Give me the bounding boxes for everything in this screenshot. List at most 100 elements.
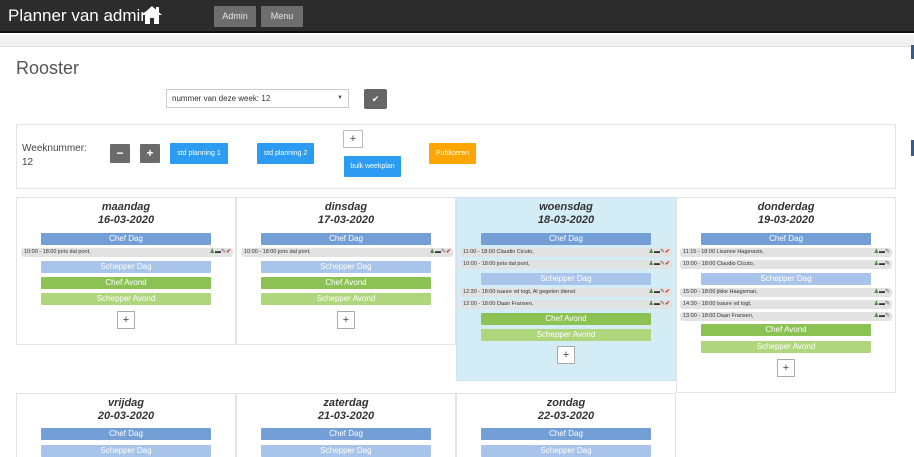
schepper-dag-bar[interactable]: Schepper Dag <box>701 273 871 285</box>
shift-entry[interactable]: 10:00 - 18:00 Claudio Cicuto, ♟▬✎ <box>680 260 892 269</box>
bulk-add-button[interactable]: + <box>343 130 363 148</box>
shift-entry[interactable]: 11:15 - 18:00 Lisanne Hagerasts, ♟▬✎ <box>680 248 892 257</box>
remove-icon[interactable]: ▬ <box>653 289 660 295</box>
week-label: Weeknummer: 12 <box>22 142 87 170</box>
week-minus-button[interactable]: − <box>110 144 130 163</box>
checkmark-icon[interactable]: ✔ <box>664 261 670 267</box>
user-icon[interactable]: ♟ <box>429 249 435 255</box>
remove-icon[interactable]: ▬ <box>653 261 660 267</box>
user-icon[interactable]: ♟ <box>873 301 879 307</box>
edit-icon[interactable]: ✎ <box>884 261 890 267</box>
brand-title[interactable]: Planner van admin <box>8 6 150 25</box>
remove-icon[interactable]: ▬ <box>878 261 885 267</box>
schepper-avond-bar[interactable]: Schepper Avond <box>261 293 431 305</box>
edit-icon[interactable]: ✎ <box>659 249 665 255</box>
user-icon[interactable]: ♟ <box>648 301 654 307</box>
edit-icon[interactable]: ✎ <box>659 301 665 307</box>
user-icon[interactable]: ♟ <box>209 249 215 255</box>
edit-icon[interactable]: ✎ <box>884 289 890 295</box>
schepper-avond-bar[interactable]: Schepper Avond <box>481 329 651 341</box>
std-planning-2-button[interactable]: std planning 2 <box>257 143 314 164</box>
chef-dag-bar[interactable]: Chef Dag <box>481 233 651 245</box>
shift-text: 12:30 - 18:00 isaure vd togt, Al gegeten… <box>463 289 576 295</box>
edit-icon[interactable]: ✎ <box>884 249 890 255</box>
user-icon[interactable]: ♟ <box>648 261 654 267</box>
add-shift-button[interactable]: + <box>777 359 795 377</box>
edit-icon[interactable]: ✎ <box>440 249 446 255</box>
checkmark-icon[interactable]: ✔ <box>225 249 231 255</box>
user-icon[interactable]: ♟ <box>873 313 879 319</box>
confirm-week-button[interactable]: ✔ <box>364 89 387 109</box>
user-icon[interactable]: ♟ <box>873 289 879 295</box>
add-shift-button[interactable]: + <box>117 311 135 329</box>
remove-icon[interactable]: ▬ <box>878 313 885 319</box>
schepper-dag-bar[interactable]: Schepper Dag <box>481 445 651 457</box>
publish-button[interactable]: Publiceren <box>429 143 476 164</box>
schepper-avond-bar[interactable]: Schepper Avond <box>41 293 211 305</box>
edit-icon[interactable]: ✎ <box>659 261 665 267</box>
remove-icon[interactable]: ▬ <box>653 301 660 307</box>
remove-icon[interactable]: ▬ <box>878 301 885 307</box>
schepper-dag-bar[interactable]: Schepper Dag <box>41 445 211 457</box>
remove-icon[interactable]: ▬ <box>434 249 441 255</box>
remove-icon[interactable]: ▬ <box>878 249 885 255</box>
shift-entry[interactable]: 15:00 - 18:00 jikke Haagsman, ♟▬✎ <box>680 288 892 297</box>
home-icon[interactable] <box>141 5 163 25</box>
add-shift-button[interactable]: + <box>557 346 575 364</box>
add-shift-button[interactable]: + <box>337 311 355 329</box>
shift-entry[interactable]: 12:30 - 18:00 isaure vd togt, Al gegeten… <box>460 288 672 297</box>
schepper-dag-bar[interactable]: Schepper Dag <box>481 273 651 285</box>
user-icon[interactable]: ♟ <box>648 289 654 295</box>
shift-text: 14:30 - 18:00 isaure vd togt, <box>683 301 752 307</box>
chef-avond-bar[interactable]: Chef Avond <box>41 277 211 289</box>
shift-text: 11:15 - 18:00 Lisanne Hagerasts, <box>683 249 764 255</box>
edit-icon[interactable]: ✎ <box>884 301 890 307</box>
day-card-donderdag: donderdag 19-03-2020 Chef Dag 11:15 - 18… <box>676 197 896 393</box>
user-icon[interactable]: ♟ <box>648 249 654 255</box>
shift-entry[interactable]: 11:00 - 18:00 Claudio Cicuto, ♟▬✎✔ <box>460 248 672 257</box>
checkmark-icon[interactable]: ✔ <box>445 249 451 255</box>
chef-dag-bar[interactable]: Chef Dag <box>261 428 431 440</box>
edit-icon[interactable]: ✎ <box>884 313 890 319</box>
schepper-avond-bar[interactable]: Schepper Avond <box>701 341 871 353</box>
chef-avond-bar[interactable]: Chef Avond <box>481 313 651 325</box>
bulk-weekplan-button[interactable]: bulk weekplan <box>344 156 401 177</box>
remove-icon[interactable]: ▬ <box>878 289 885 295</box>
std-planning-1-button[interactable]: std planning 1 <box>170 143 228 164</box>
chef-dag-bar[interactable]: Chef Dag <box>701 233 871 245</box>
edit-icon[interactable]: ✎ <box>220 249 226 255</box>
shift-entry[interactable]: 10:00 - 18:00 joris dal pont, ♟▬✎✔ <box>460 260 672 269</box>
remove-icon[interactable]: ▬ <box>214 249 221 255</box>
user-icon[interactable]: ♟ <box>873 249 879 255</box>
checkmark-icon[interactable]: ✔ <box>664 301 670 307</box>
week-plus-button[interactable]: + <box>140 144 160 163</box>
user-icon[interactable]: ♟ <box>873 261 879 267</box>
shift-entry[interactable]: 14:30 - 18:00 isaure vd togt, ♟▬✎ <box>680 300 892 309</box>
chef-avond-bar[interactable]: Chef Avond <box>261 277 431 289</box>
remove-icon[interactable]: ▬ <box>653 249 660 255</box>
day-name: woensdag <box>539 201 593 213</box>
chef-dag-bar[interactable]: Chef Dag <box>41 428 211 440</box>
checkmark-icon[interactable]: ✔ <box>664 289 670 295</box>
day-date: 21-03-2020 <box>317 410 375 422</box>
shift-entry[interactable]: 10:00 - 18:00 joris dal pont, ♟▬✎✔ <box>241 248 453 257</box>
edit-icon[interactable]: ✎ <box>659 289 665 295</box>
schepper-dag-bar[interactable]: Schepper Dag <box>261 261 431 273</box>
week-control-panel: Weeknummer: 12 − + std planning 1 std pl… <box>16 124 896 189</box>
checkmark-icon[interactable]: ✔ <box>664 249 670 255</box>
chef-avond-bar[interactable]: Chef Avond <box>701 324 871 336</box>
shift-entry[interactable]: 13:00 - 18:00 Daan Fransen, ♟▬✎ <box>680 312 892 321</box>
chef-dag-bar[interactable]: Chef Dag <box>41 233 211 245</box>
week-select[interactable]: nummer van deze week: 12 ▼ <box>166 89 349 108</box>
chef-dag-bar[interactable]: Chef Dag <box>261 233 431 245</box>
day-card-vrijdag: vrijdag 20-03-2020 Chef Dag Schepper Dag <box>16 393 236 457</box>
shift-entry[interactable]: 12:00 - 18:00 Daan Fransen, ♟▬✎✔ <box>460 300 672 309</box>
nav-admin-button[interactable]: Admin <box>214 6 256 27</box>
chef-dag-bar[interactable]: Chef Dag <box>481 428 651 440</box>
nav-menu-button[interactable]: Menu <box>261 6 303 27</box>
schepper-dag-bar[interactable]: Schepper Dag <box>41 261 211 273</box>
schepper-dag-bar[interactable]: Schepper Dag <box>261 445 431 457</box>
shift-text: 11:00 - 18:00 Claudio Cicuto, <box>463 249 534 255</box>
check-icon: ✔ <box>371 94 380 104</box>
shift-entry[interactable]: 10:00 - 18:00 joris dal pont, ♟▬✎✔ <box>21 248 233 257</box>
